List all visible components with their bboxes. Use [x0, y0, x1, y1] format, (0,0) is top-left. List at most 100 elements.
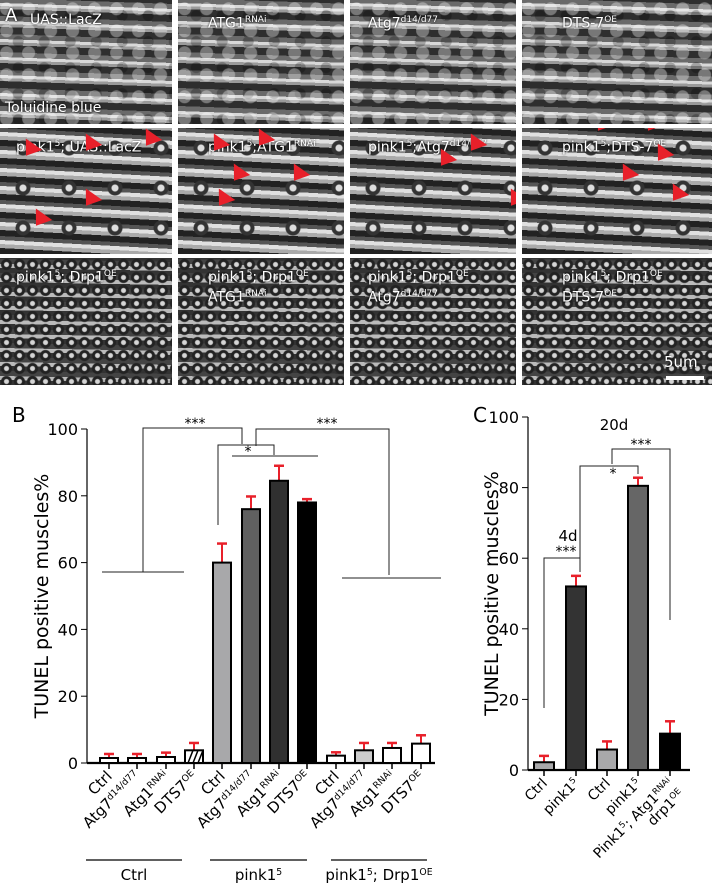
significance-label: ***	[556, 544, 577, 560]
group-label: pink15; Drp1OE	[325, 866, 432, 884]
bar	[627, 484, 649, 771]
x-tick-label: Atg1RNAi	[120, 767, 173, 820]
significance-label: ***	[185, 416, 206, 432]
chart-panel-b: B 0 20 40 60 80 100 TUNEL positive muscles% Ctrl…	[12, 403, 441, 884]
micrograph-label: Atg7d14/d77	[368, 15, 438, 32]
panel-label-a: A	[5, 5, 18, 26]
micrograph-label: pink15; Drp1OE DTS-7OE	[562, 269, 663, 306]
significance-label: ***	[317, 416, 338, 432]
micrograph-tile: DTS-7OE	[522, 0, 712, 124]
group-label: pink15	[235, 866, 282, 884]
red-arrow-icon	[225, 163, 251, 187]
bar-hatch	[192, 750, 199, 764]
bar	[212, 561, 232, 764]
x-tick-label: Ctrl	[197, 767, 229, 799]
chart-panel-c: C 0 20 40 60 80 100 TUNEL positive muscles% Ctrl…	[473, 403, 690, 873]
micrograph-tile: pink15; Drp1OE	[0, 258, 172, 385]
y-tick-label: 80	[58, 487, 78, 506]
panel-label-c: C	[473, 403, 487, 427]
significance-label: *	[610, 466, 617, 482]
x-tick-label: Atg1RNAi	[233, 767, 286, 820]
micrograph-tile: pink15;ATG1RNAi	[178, 128, 344, 254]
red-arrow-icon	[137, 128, 163, 152]
y-axis-label: TUNEL positive muscles%	[481, 471, 503, 717]
x-tick-label: Ctrl	[311, 767, 343, 799]
stain-label: Toluidine blue	[5, 100, 102, 116]
micrograph-tile: pink15;Atg7d14/d77	[350, 128, 516, 254]
red-arrow-icon	[285, 163, 311, 187]
x-tick-label: Ctrl	[84, 767, 116, 799]
bar	[184, 749, 204, 764]
micrograph-tile: pink15;DTS-7OE	[522, 128, 712, 254]
red-arrow-icon	[502, 188, 516, 212]
x-tick-label: pink15	[602, 776, 645, 819]
red-arrow-icon	[77, 188, 103, 212]
x-tick-label: Ctrl	[585, 776, 614, 805]
micrograph-label: pink15;ATG1RNAi	[208, 139, 316, 156]
micrograph-label: ATG1RNAi	[208, 15, 267, 32]
significance-bracket	[217, 444, 318, 525]
x-tick-label: DTS7OE	[378, 767, 428, 817]
micrograph-label: pink15; Drp1OE Atg7d14/d77	[368, 269, 469, 306]
micrograph-label: pink15;Atg7d14/d77	[368, 139, 488, 156]
micrograph-label: pink15; Drp1OE	[16, 269, 117, 286]
significance-bracket	[255, 428, 441, 579]
micrograph-tile: ATG1RNAi	[178, 0, 344, 124]
micrograph-tile: pink15; UAS::LacZ	[0, 128, 172, 254]
red-arrow-icon	[397, 128, 423, 132]
y-tick-label: 100	[47, 420, 78, 439]
y-tick-label: 40	[499, 620, 519, 639]
bar	[127, 756, 147, 764]
scale-bar-label: 5um	[664, 353, 698, 371]
bar-hatch	[187, 750, 194, 764]
significance-label: *	[245, 444, 252, 460]
bar	[297, 501, 317, 764]
bar	[565, 585, 587, 771]
significance-label: ***	[631, 437, 652, 453]
y-tick-label: 0	[68, 754, 78, 773]
bar	[156, 755, 176, 764]
bar	[659, 732, 681, 771]
x-tick-label: Atg7d14/d77	[79, 767, 144, 832]
bar	[99, 756, 119, 764]
micrograph-label: UAS::LacZ	[30, 12, 102, 28]
x-tick-label: Ctrl	[522, 776, 551, 805]
x-tick-label: DTS7OE	[264, 767, 314, 817]
micrograph-label: pink15;DTS-7OE	[562, 139, 667, 156]
y-axis-label: TUNEL positive muscles%	[31, 474, 53, 720]
bar	[533, 761, 555, 772]
x-tick-label: pink15	[540, 776, 583, 819]
y-tick-label: 80	[499, 479, 519, 498]
x-tick-label: Pink15; Atg1RNAidrp1OE	[590, 776, 687, 873]
y-tick-label: 40	[58, 620, 78, 639]
bar	[326, 754, 346, 764]
micrograph-label: pink15; Drp1OE ATG1RNAi	[208, 269, 309, 306]
bar	[411, 742, 431, 764]
micrograph-tile: Atg7d14/d77	[350, 0, 516, 124]
red-arrow-icon	[614, 163, 640, 187]
bar	[241, 508, 261, 764]
bar	[269, 479, 289, 764]
y-tick-label: 20	[58, 687, 78, 706]
group-label: Ctrl	[121, 866, 148, 884]
panel-label-b: B	[12, 403, 26, 427]
y-tick-label: 60	[499, 549, 519, 568]
scale-bar	[666, 376, 704, 380]
significance-bracket	[579, 465, 639, 558]
micrograph-tile: pink15; Drp1OE DTS-7OE	[522, 258, 712, 385]
bar	[354, 749, 374, 764]
red-arrow-icon	[210, 188, 236, 212]
red-arrow-icon	[27, 208, 53, 232]
y-tick-label: 0	[509, 761, 519, 780]
micrograph-tile: UAS::LacZ	[0, 0, 172, 124]
significance-bracket	[102, 427, 243, 573]
micrograph-tile: pink15; Drp1OE ATG1RNAi	[178, 258, 344, 385]
bar	[382, 746, 402, 764]
micrograph-label: DTS-7OE	[562, 15, 617, 32]
x-tick-label: Atg1RNAi	[346, 767, 399, 820]
micrograph-label: pink15; UAS::LacZ	[16, 139, 142, 156]
annotation-label: 4d	[558, 527, 577, 545]
x-tick-label: Atg7d14/d77	[306, 767, 371, 832]
annotation-label: 20d	[600, 416, 629, 434]
